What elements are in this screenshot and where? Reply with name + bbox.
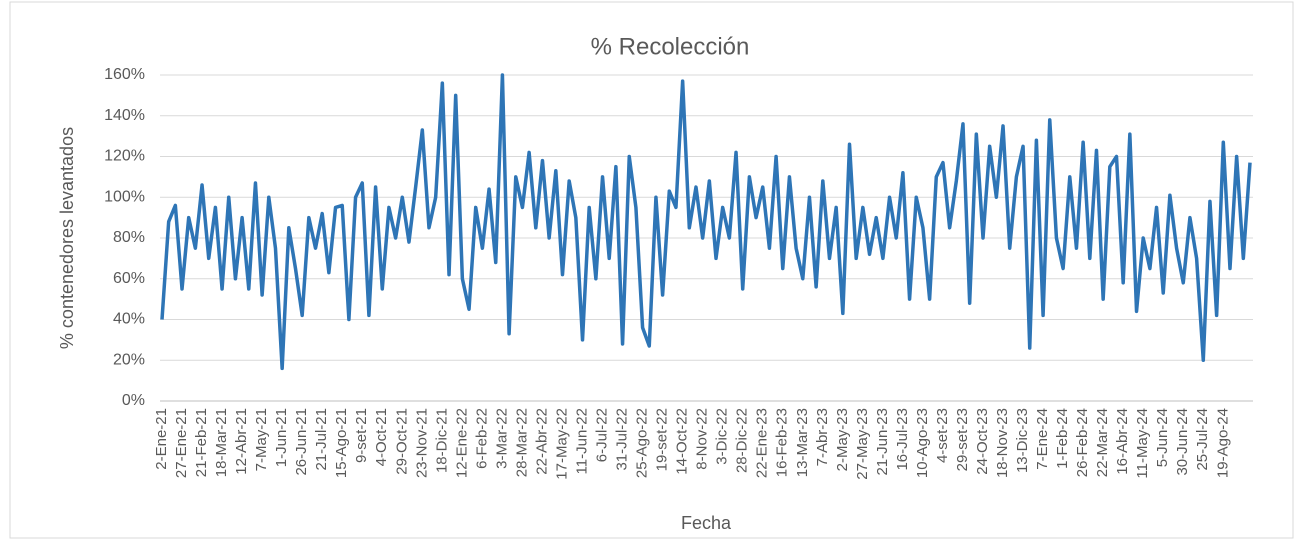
x-tick-label: 22-Abr-22 (533, 408, 550, 475)
x-tick-label: 23-Nov-21 (413, 408, 430, 478)
x-tick-label: 26-Feb-24 (1074, 408, 1091, 477)
y-tick-label: 0% (122, 392, 145, 409)
x-tick-label: 3-Dic-22 (714, 408, 731, 465)
x-tick-label: 25-Jul-24 (1194, 408, 1211, 471)
x-tick-label: 30-Jun-24 (1174, 408, 1191, 476)
x-tick-label: 13-Dic-23 (1014, 408, 1031, 473)
x-tick-label: 24-Oct-23 (974, 408, 991, 475)
x-tick-label: 2-Ene-21 (153, 408, 170, 470)
x-tick-label: 29-Oct-21 (393, 408, 410, 475)
x-tick-label: 22-Ene-23 (754, 408, 771, 478)
x-tick-label: 4-Oct-21 (373, 408, 390, 466)
x-tick-label: 7-Ene-24 (1034, 408, 1051, 470)
x-tick-label: 27-May-23 (854, 408, 871, 480)
x-tick-label: 21-Jul-21 (313, 408, 330, 471)
x-tick-label: 7-Abr-23 (814, 408, 831, 466)
x-tick-label: 22-Mar-24 (1094, 408, 1111, 477)
y-tick-label: 100% (104, 188, 145, 205)
y-tick-label: 160% (104, 66, 145, 83)
x-tick-label: 19-Ago-24 (1214, 408, 1231, 478)
x-tick-label: 12-Ene-22 (453, 408, 470, 478)
x-tick-label: 29-set-23 (954, 408, 971, 471)
y-axis-label: % contenedores levantados (57, 127, 77, 349)
x-tick-label: 16-Abr-24 (1114, 408, 1131, 475)
x-tick-label: 2-May-23 (834, 408, 851, 471)
x-tick-label: 19-set-22 (654, 408, 671, 471)
y-tick-label: 60% (113, 270, 145, 287)
x-tick-label: 21-Jun-23 (874, 408, 891, 476)
x-tick-label: 1-Feb-24 (1054, 408, 1071, 469)
y-tick-label: 40% (113, 311, 145, 328)
x-tick-label: 21-Feb-21 (193, 408, 210, 477)
x-tick-label: 11-May-24 (1134, 408, 1151, 479)
x-tick-label: 18-Mar-21 (213, 408, 230, 477)
y-tick-label: 140% (104, 107, 145, 124)
x-axis-label: Fecha (681, 513, 732, 533)
x-tick-label: 17-May-22 (553, 408, 570, 480)
x-tick-label: 6-Feb-22 (473, 408, 490, 469)
x-tick-label: 31-Jul-22 (614, 408, 631, 471)
x-tick-label: 9-set-21 (353, 408, 370, 463)
x-tick-label: 12-Abr-21 (233, 408, 250, 475)
x-tick-label: 25-Ago-22 (634, 408, 651, 478)
x-tick-label: 11-Jun-22 (573, 408, 590, 474)
x-tick-label: 1-Jun-21 (273, 408, 290, 467)
chart-title: % Recolección (591, 33, 750, 60)
x-tick-label: 8-Nov-22 (694, 408, 711, 470)
x-tick-label: 7-May-21 (253, 408, 270, 471)
y-tick-label: 120% (104, 148, 145, 165)
x-tick-label: 16-Jul-23 (894, 408, 911, 471)
x-tick-label: 10-Ago-23 (914, 408, 931, 478)
x-tick-label: 27-Ene-21 (173, 408, 190, 478)
x-tick-label: 6-Jul-22 (594, 408, 611, 462)
x-tick-label: 14-Oct-22 (674, 408, 691, 475)
x-tick-label: 15-Ago-21 (333, 408, 350, 478)
y-tick-label: 20% (113, 351, 145, 368)
x-tick-label: 18-Nov-23 (994, 408, 1011, 478)
x-tick-label: 18-Dic-21 (433, 408, 450, 473)
y-tick-label: 80% (113, 229, 145, 246)
x-tick-label: 28-Dic-22 (734, 408, 751, 473)
x-tick-label: 4-set-23 (934, 408, 951, 463)
data-line (160, 73, 1252, 371)
x-tick-label: 5-Jun-24 (1154, 408, 1171, 467)
x-tick-label: 3-Mar-22 (493, 408, 510, 469)
x-tick-label: 26-Jun-21 (293, 408, 310, 476)
x-tick-label: 16-Feb-23 (774, 408, 791, 477)
x-tick-label: 28-Mar-22 (513, 408, 530, 477)
x-tick-label: 13-Mar-23 (794, 408, 811, 477)
